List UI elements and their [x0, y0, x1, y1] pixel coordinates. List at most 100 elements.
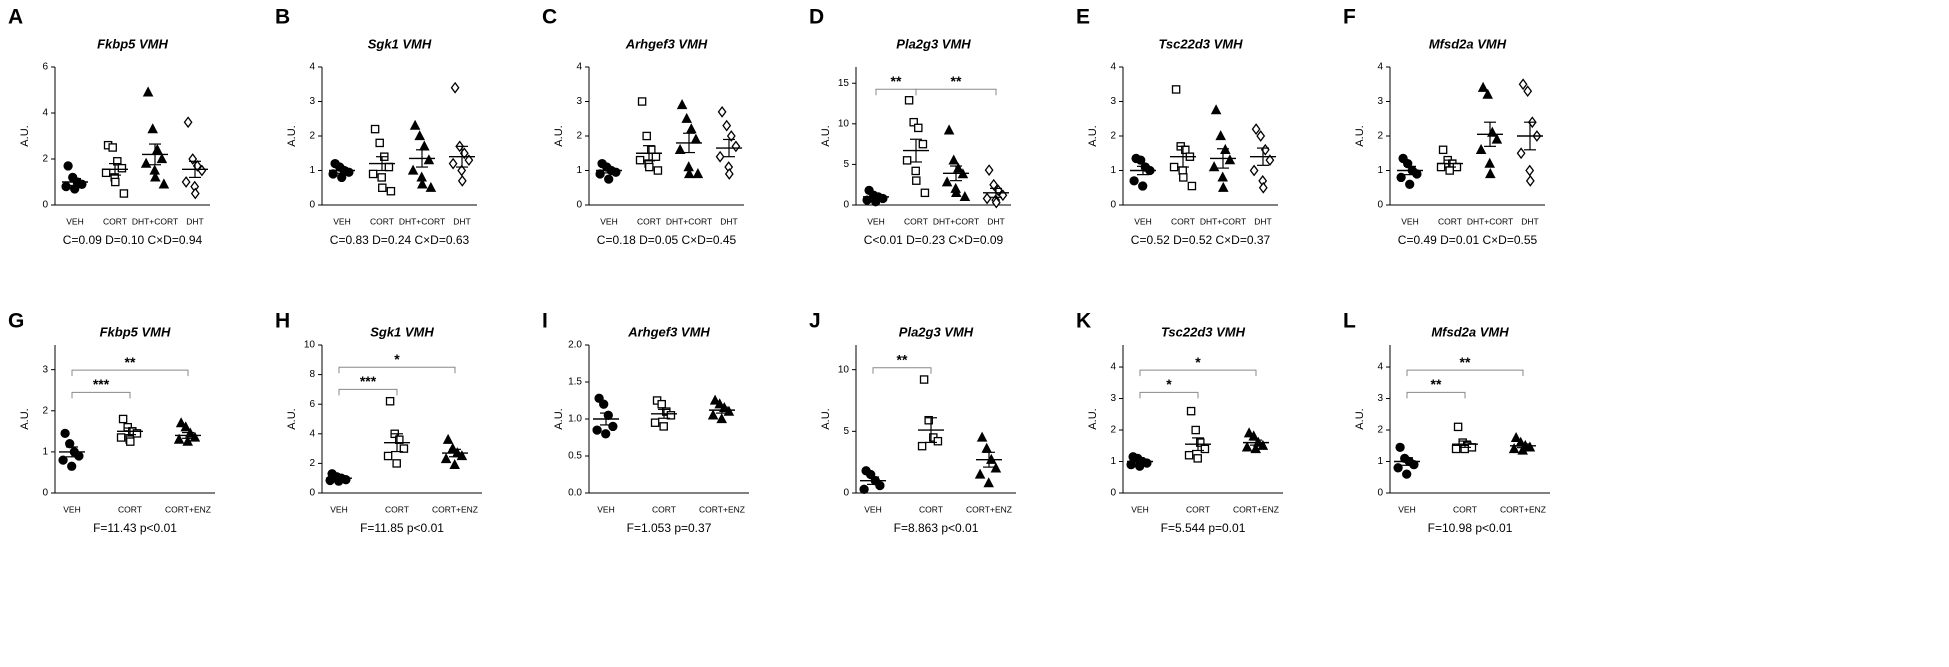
point: [1485, 168, 1496, 179]
point: [608, 421, 618, 432]
point: [70, 184, 80, 194]
y-tick-label: 4: [576, 62, 582, 73]
point: [1524, 441, 1536, 452]
point: [1402, 469, 1412, 479]
point: [717, 105, 727, 118]
x-tick-label: CORT: [904, 216, 928, 226]
point: [449, 458, 460, 470]
point: [383, 451, 393, 461]
panel-title: Fkbp5 VMH: [100, 324, 171, 339]
y-tick-label: 4: [42, 108, 48, 119]
point: [859, 484, 869, 494]
y-axis-label: A.U.: [820, 408, 832, 429]
stats-text: F=10.98 p<0.01: [1428, 521, 1513, 535]
significance-label: **: [951, 73, 962, 89]
point: [943, 124, 955, 135]
point: [457, 174, 467, 187]
panel: I Arhgef3 VMH A.U. 0.0 0.5 1.0 1.5 2.0 VEH CORT CO…: [542, 310, 749, 535]
panel-letter: C: [542, 6, 557, 29]
panel-title: Arhgef3 VMH: [625, 36, 708, 51]
x-tick-label: DHT: [186, 216, 203, 226]
point: [370, 124, 380, 134]
panel-letter: L: [1343, 310, 1356, 333]
panel-letter: B: [275, 6, 290, 29]
point: [74, 451, 84, 461]
panel-title: Mfsd2a VMH: [1429, 36, 1507, 51]
x-tick-label: CORT+ENZ: [1500, 504, 1546, 514]
point: [1210, 104, 1222, 115]
point: [990, 462, 1002, 473]
y-tick-label: 0: [309, 488, 315, 499]
point: [909, 117, 918, 127]
point: [1138, 181, 1148, 191]
point: [111, 177, 120, 187]
point: [1178, 166, 1187, 175]
point: [604, 174, 614, 184]
point: [1482, 88, 1493, 99]
point: [1196, 438, 1205, 447]
point: [384, 162, 394, 172]
x-tick-label: DHT: [1254, 216, 1271, 226]
y-tick-label: 3: [1110, 96, 1116, 107]
x-tick-label: CORT: [385, 504, 409, 514]
significance-bracket: [71, 369, 189, 377]
panel-letter: J: [809, 310, 821, 333]
point: [190, 187, 200, 200]
y-tick-label: 10: [838, 118, 850, 129]
x-tick-label: CORT+ENZ: [1233, 504, 1279, 514]
significance-label: **: [897, 351, 908, 367]
y-tick-label: 3: [1377, 96, 1383, 107]
point: [976, 431, 988, 442]
point: [953, 162, 964, 173]
point: [912, 176, 921, 185]
y-tick-label: 5: [843, 159, 849, 170]
y-tick-label: 0.0: [568, 488, 582, 499]
significance-bracket: [1406, 369, 1524, 377]
y-axis-label: A.U.: [1087, 408, 1099, 429]
significance-bracket: [338, 388, 398, 396]
point: [1256, 130, 1266, 142]
y-tick-label: 8: [309, 369, 315, 380]
panel: D Pla2g3 VMH A.U. 0 5 10 15 VEH CORT DHT+CORT DHT *…: [809, 6, 1011, 247]
point: [722, 119, 732, 132]
point: [989, 178, 999, 191]
significance-label: *: [1166, 376, 1172, 392]
y-tick-label: 0: [309, 200, 315, 211]
point: [173, 433, 185, 444]
point: [920, 188, 930, 198]
point: [676, 99, 688, 110]
y-tick-label: 1: [1110, 456, 1116, 467]
stats-text: F=1.053 p=0.37: [627, 521, 712, 535]
significance-label: *: [1195, 354, 1201, 370]
point: [368, 169, 378, 179]
y-tick-label: 0.5: [568, 451, 582, 462]
x-tick-label: DHT+CORT: [1467, 216, 1513, 226]
panel-title: Fkbp5 VMH: [97, 36, 168, 51]
point: [941, 176, 953, 187]
significance-bracket: [872, 367, 932, 374]
y-tick-label: 0: [1377, 200, 1383, 211]
y-tick-label: 10: [304, 340, 316, 351]
stats-text: C=0.49 D=0.01 C×D=0.55: [1398, 233, 1538, 247]
point: [457, 164, 467, 177]
point: [642, 131, 651, 141]
point: [60, 428, 70, 439]
y-tick-label: 2: [309, 131, 315, 142]
point: [983, 477, 994, 488]
point: [1179, 173, 1188, 182]
point: [414, 130, 425, 141]
point: [726, 130, 736, 142]
panel-letter: I: [542, 310, 548, 333]
significance-label: ***: [93, 376, 110, 392]
stats-text: F=11.85 p<0.01: [360, 521, 444, 535]
point: [375, 138, 384, 148]
y-tick-label: 2: [1110, 131, 1116, 142]
point: [1136, 155, 1146, 165]
point: [902, 156, 912, 165]
panel: A Fkbp5 VMH A.U. 0 2 4 6 VEH CORT DHT+CORT DHT C=0.…: [8, 6, 210, 247]
significance-bracket: [338, 366, 456, 374]
panel-title: Pla2g3 VMH: [896, 36, 971, 51]
point: [1453, 422, 1463, 432]
